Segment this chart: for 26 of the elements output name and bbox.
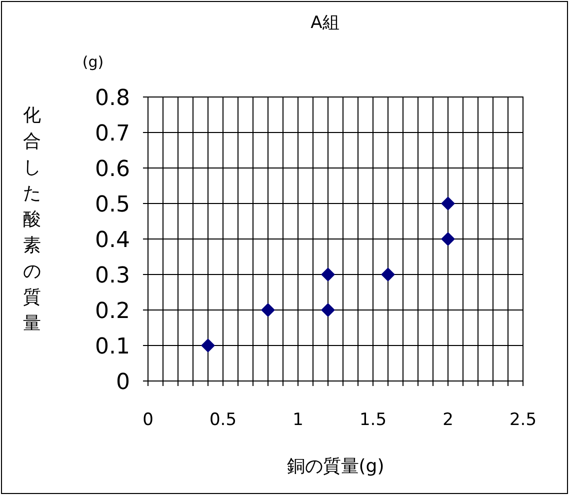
point [321,268,335,282]
x-tick-label: 2 [442,410,454,430]
x-tick-label: 0.5 [209,410,237,430]
x-tick-label: 2.5 [509,410,537,430]
text: 化合した酸素の質量 [23,105,41,334]
point [321,303,335,317]
y-tick-label: 0 [116,370,130,395]
chart-title: A組 [310,13,340,33]
x-tick-label: 1 [292,410,304,430]
x-tick-label: 1.5 [359,410,387,430]
point [381,268,395,282]
y-tick-label: 0.8 [95,86,130,111]
text: (g) [82,53,104,71]
y-tick-label: 0.7 [95,122,130,146]
y-tick-label: 0.6 [95,157,130,182]
y-tick-label: 0.5 [95,192,130,218]
y-tick-label: 0.4 [95,228,130,253]
point [441,232,455,246]
x-axis-title: 銅の質量(g) [286,456,384,477]
y-tick-label: 0.2 [95,299,130,324]
point [201,338,215,352]
x-tick-label: 0 [142,410,154,430]
y-tick-label: 0.1 [95,334,130,360]
y-tick-label: 0.3 [95,264,130,288]
point [261,303,275,317]
point [441,196,455,210]
